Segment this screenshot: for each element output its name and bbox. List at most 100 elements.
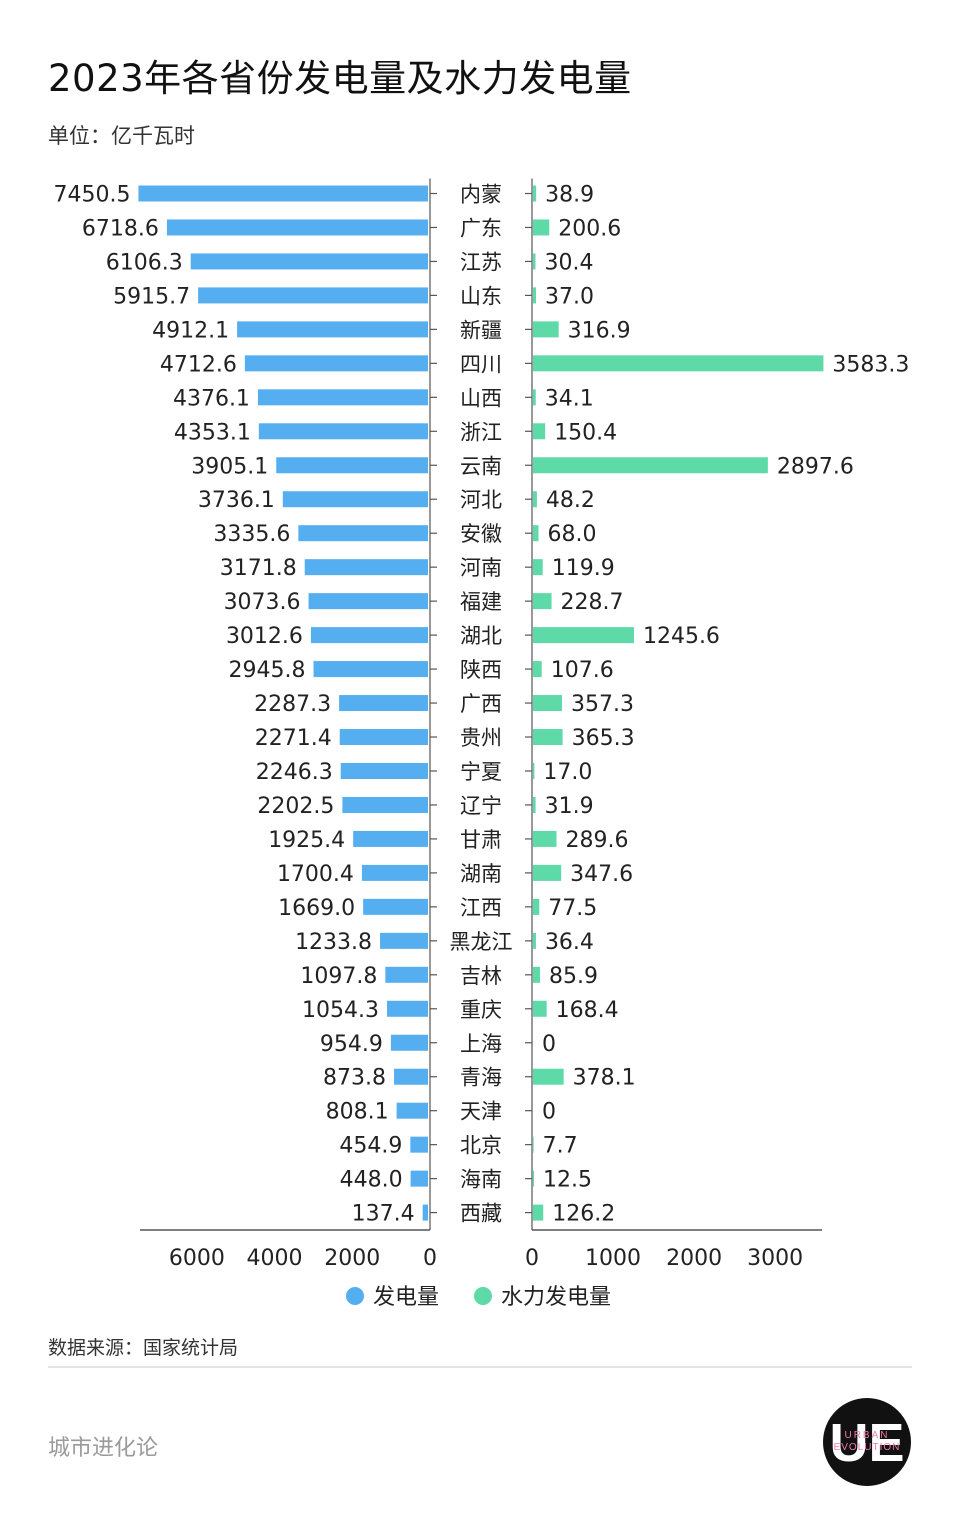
hydro-bar	[533, 457, 768, 474]
power-value-label: 137.4	[352, 1202, 415, 1227]
right-axis-tick-label: 1000	[585, 1246, 641, 1271]
hydro-bar	[533, 185, 537, 202]
hydro-value-label: 289.6	[565, 828, 628, 853]
hydro-value-label: 347.6	[570, 862, 633, 887]
hydro-bar	[533, 966, 540, 983]
category-label: 西藏	[460, 1202, 502, 1226]
hydro-bar	[533, 389, 536, 406]
power-bar	[282, 491, 428, 508]
power-value-label: 454.9	[339, 1134, 402, 1159]
category-label: 贵州	[460, 726, 502, 750]
hydro-bar	[533, 898, 540, 915]
hydro-bar	[533, 1204, 544, 1221]
power-value-label: 1054.3	[302, 998, 379, 1023]
power-bar	[387, 1000, 428, 1017]
right-axis-tick-label: 3000	[747, 1246, 803, 1271]
power-bar	[304, 559, 428, 576]
category-label: 新疆	[460, 318, 502, 342]
brand-logo-icon: UE URBAN EVOLUTION	[823, 1398, 911, 1486]
category-label: 湖南	[460, 862, 502, 886]
divider	[48, 1366, 912, 1368]
power-bar	[339, 729, 428, 746]
category-label: 山东	[460, 284, 502, 308]
power-value-label: 6106.3	[106, 250, 183, 275]
category-label: 江西	[460, 896, 502, 920]
hydro-bar	[533, 253, 536, 270]
hydro-value-label: 38.9	[545, 183, 594, 208]
hydro-value-label: 378.1	[573, 1066, 636, 1091]
legend-swatch-power	[346, 1287, 364, 1305]
hydro-value-label: 200.6	[558, 216, 621, 241]
power-bar	[237, 321, 428, 338]
category-label: 上海	[460, 1032, 502, 1056]
power-bar	[298, 525, 428, 542]
power-bar	[353, 830, 428, 847]
power-bar	[340, 762, 428, 779]
power-bar	[380, 932, 428, 949]
power-bar	[258, 423, 428, 440]
category-label: 广东	[460, 216, 502, 240]
hydro-value-label: 0	[542, 1100, 556, 1125]
category-label: 青海	[460, 1066, 502, 1090]
legend-label-power: 发电量	[373, 1285, 439, 1310]
hydro-value-label: 126.2	[552, 1202, 615, 1227]
hydro-value-label: 2897.6	[777, 454, 854, 479]
category-label: 黑龙江	[450, 930, 513, 954]
hydro-bar	[533, 1068, 564, 1085]
power-value-label: 2246.3	[256, 760, 333, 785]
power-value-label: 1233.8	[295, 930, 372, 955]
power-bar	[410, 1170, 428, 1187]
hydro-value-label: 107.6	[551, 658, 614, 683]
power-bar	[308, 593, 428, 610]
hydro-bar	[533, 423, 546, 440]
category-label: 天津	[460, 1100, 502, 1124]
power-bar	[363, 898, 428, 915]
power-bar	[342, 796, 428, 813]
power-value-label: 2202.5	[257, 794, 334, 819]
butterfly-bar-chart: 内蒙 7450.5 38.9 广东 6718.6 200.6 江苏 6106.3 30.4 山东 5…	[53, 178, 909, 1310]
power-value-label: 1669.0	[278, 896, 355, 921]
hydro-bar	[533, 729, 563, 746]
chart-title: 2023年各省份发电量及水力发电量	[48, 57, 632, 100]
hydro-value-label: 17.0	[543, 760, 592, 785]
hydro-value-label: 119.9	[552, 556, 615, 581]
power-value-label: 1097.8	[300, 964, 377, 989]
power-value-label: 4353.1	[174, 420, 251, 445]
category-label: 吉林	[460, 964, 502, 988]
category-label: 福建	[460, 590, 502, 614]
hydro-bar	[533, 830, 557, 847]
power-bar	[276, 457, 428, 474]
hydro-value-label: 77.5	[548, 896, 597, 921]
power-value-label: 1925.4	[268, 828, 345, 853]
hydro-bar	[533, 593, 552, 610]
category-label: 陕西	[460, 658, 502, 682]
category-label: 山西	[460, 386, 502, 410]
unit-label: 单位：亿千瓦时	[48, 124, 195, 148]
category-label: 江苏	[460, 250, 502, 274]
category-label: 湖北	[460, 624, 502, 648]
logo-monogram: UE	[829, 1413, 904, 1473]
power-value-label: 873.8	[323, 1066, 386, 1091]
hydro-bar	[533, 355, 824, 372]
hydro-value-label: 34.1	[545, 386, 594, 411]
power-value-label: 3736.1	[198, 488, 275, 513]
data-source: 数据来源：国家统计局	[48, 1337, 239, 1359]
power-value-label: 2945.8	[229, 658, 306, 683]
hydro-bar	[533, 796, 536, 813]
power-value-label: 3905.1	[191, 454, 268, 479]
logo-text-line2: EVOLUTION	[834, 1442, 901, 1453]
hydro-value-label: 7.7	[543, 1134, 578, 1159]
category-label: 浙江	[460, 420, 502, 444]
power-bar	[313, 661, 428, 678]
legend-label-hydro: 水力发电量	[501, 1285, 611, 1310]
power-value-label: 4712.6	[160, 352, 237, 377]
power-value-label: 7450.5	[53, 183, 130, 208]
hydro-bar	[533, 695, 562, 712]
logo-text-line1: URBAN	[844, 1430, 889, 1441]
hydro-value-label: 1245.6	[643, 624, 720, 649]
hydro-bar	[533, 1136, 534, 1153]
power-value-label: 2271.4	[255, 726, 332, 751]
power-bar	[310, 627, 428, 644]
power-bar	[339, 695, 428, 712]
power-bar	[394, 1068, 428, 1085]
